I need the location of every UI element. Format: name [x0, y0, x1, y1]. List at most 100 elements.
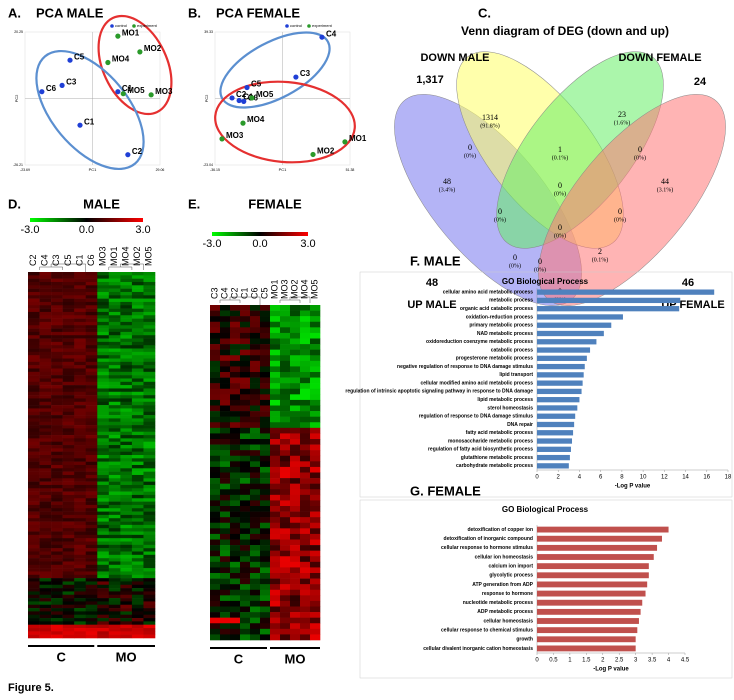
heatmap-cell	[28, 448, 40, 452]
heatmap-cell	[120, 348, 133, 353]
heatmap-cell	[85, 544, 98, 549]
heatmap-cell	[74, 611, 87, 616]
heatmap-cell	[143, 544, 156, 549]
heatmap-cell	[51, 335, 63, 339]
heatmap-cell	[28, 491, 40, 496]
bar	[537, 438, 573, 444]
heatmap-cell	[51, 501, 63, 506]
heatmap-cell	[97, 295, 110, 299]
heatmap-cell	[250, 478, 261, 484]
bar	[537, 421, 575, 428]
heatmap-cell	[51, 608, 63, 612]
heatmap-cell	[28, 564, 40, 569]
heatmap-cell	[210, 450, 221, 457]
heatmap-cell	[51, 375, 63, 379]
heatmap-cell	[28, 464, 40, 469]
heatmap-cell	[85, 275, 98, 279]
heatmap-cell	[74, 548, 87, 552]
heatmap-cell	[143, 438, 156, 442]
heatmap-cell	[290, 321, 301, 328]
heatmap-cell	[270, 595, 281, 602]
point-label: C2	[236, 90, 247, 99]
heatmap-cell	[310, 595, 321, 602]
heatmap-cell	[74, 481, 87, 486]
heatmap-cell	[97, 581, 110, 586]
heatmap-cell	[250, 327, 261, 334]
heatmap-cell	[62, 345, 75, 349]
heatmap-cell	[143, 298, 156, 303]
heatmap-cell	[97, 458, 110, 462]
category-label: oxidoreduction coenzyme metabolic proces…	[426, 339, 533, 345]
heatmap-cell	[143, 361, 156, 366]
heatmap-cell	[143, 375, 156, 379]
heatmap-cell	[250, 383, 261, 390]
heatmap-cell	[120, 621, 133, 625]
heatmap-cell	[230, 450, 241, 457]
heatmap-cell	[143, 368, 156, 373]
heatmap-cell	[120, 498, 133, 502]
heatmap-cell	[290, 533, 301, 540]
heatmap-cell	[74, 484, 87, 489]
heatmap-cell	[280, 394, 291, 401]
heatmap-cell	[39, 388, 52, 393]
heatmap-cell	[51, 578, 63, 582]
heatmap-cell	[74, 391, 87, 396]
heatmap-cell	[62, 568, 75, 572]
heatmap-cell	[280, 545, 291, 551]
heatmap-cell	[290, 455, 301, 462]
heatmap-cell	[39, 481, 52, 486]
heatmap-cell	[250, 556, 261, 563]
heatmap-cell	[220, 427, 231, 434]
heatmap-cell	[62, 458, 75, 462]
heatmap-cell	[220, 338, 231, 345]
point-label: MO3	[226, 131, 244, 140]
heatmap-cell	[131, 478, 144, 482]
heatmap-cell	[143, 388, 156, 393]
heatmap-cell	[74, 568, 87, 572]
heatmap-cell	[39, 381, 52, 386]
heatmap-cell	[28, 468, 40, 472]
heatmap-cell	[131, 315, 144, 319]
heatmap-cell	[108, 335, 121, 339]
heatmap-cell	[120, 451, 133, 456]
heatmap-cell	[230, 567, 241, 574]
heatmap-cell	[143, 484, 156, 489]
heatmap-cell	[310, 388, 321, 395]
heatmap-cell	[143, 275, 156, 279]
heatmap-cell	[210, 595, 221, 602]
heatmap-cell	[108, 395, 121, 399]
bar	[537, 363, 585, 370]
heatmap-cell	[220, 573, 231, 579]
heatmap-cell	[240, 455, 251, 462]
heatmap-cell	[120, 458, 133, 462]
heatmap-cell	[260, 573, 271, 579]
heatmap-cell	[74, 501, 87, 506]
heatmap-cell	[108, 488, 121, 492]
heatmap-cell	[39, 311, 52, 316]
heatmap-cell	[310, 600, 321, 607]
heatmap-cell	[143, 351, 156, 356]
heatmap-cell	[74, 371, 87, 376]
heatmap-cell	[85, 584, 98, 589]
heatmap-cell	[143, 561, 156, 566]
heatmap-cell	[143, 574, 156, 579]
heatmap-cell	[39, 421, 52, 426]
heatmap-cell	[143, 614, 156, 619]
category-label: calcium ion import	[489, 563, 534, 569]
heatmap-cell	[85, 618, 98, 622]
heatmap-cell	[62, 471, 75, 476]
heatmap-cell	[108, 435, 121, 439]
heatmap-cell	[62, 461, 75, 466]
heatmap-cell	[240, 372, 251, 378]
heatmap-cell	[143, 551, 156, 556]
heatmap-cell	[131, 298, 144, 303]
heatmap-cell	[240, 522, 251, 529]
heatmap-cell	[143, 478, 156, 482]
heatmap-cell	[260, 494, 271, 501]
heatmap-cell	[85, 288, 98, 293]
heatmap-cell	[120, 618, 133, 622]
heatmap-cell	[97, 461, 110, 466]
heatmap-cell	[290, 366, 301, 373]
heatmap-cell	[300, 338, 311, 345]
heatmap-cell	[120, 415, 133, 419]
